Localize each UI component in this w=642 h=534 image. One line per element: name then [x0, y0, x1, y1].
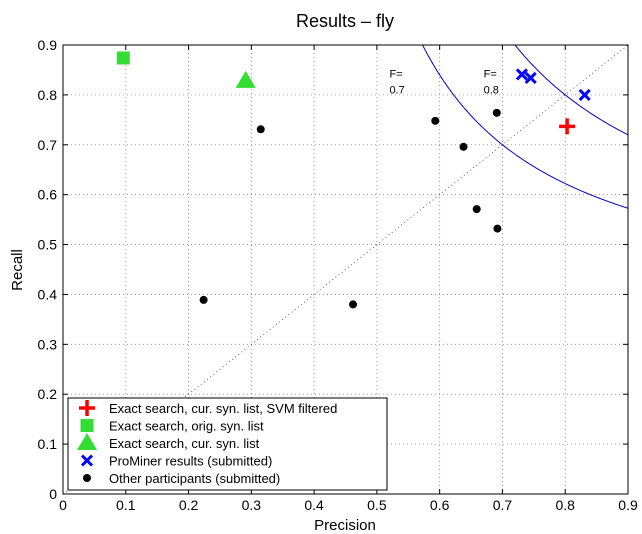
y-axis-label: Recall — [9, 249, 26, 291]
legend-entry-label: Exact search, cur. syn. list — [109, 436, 260, 451]
data-points — [116, 51, 591, 309]
y-tick-label: 0 — [49, 486, 57, 502]
plot-border — [62, 44, 629, 495]
x-tick-label: 0.7 — [493, 497, 513, 513]
legend-marker-x — [80, 454, 94, 467]
legend-marker-plus — [79, 400, 95, 416]
data-point-triangle — [235, 70, 256, 88]
data-point-x — [578, 88, 591, 101]
legend-entry-label: Exact search, orig. syn. list — [109, 419, 264, 434]
x-tick-label: 0.4 — [304, 497, 324, 513]
legend-entry-label: Exact search, cur. syn. list, SVM filter… — [109, 401, 337, 416]
y-tick-label: 0.6 — [38, 187, 58, 203]
data-point-plus — [559, 118, 576, 135]
y-tick-label: 0.1 — [38, 436, 58, 452]
y-tick-label: 0.5 — [38, 237, 58, 253]
x-tick-label: 0.8 — [555, 497, 575, 513]
chart-title: Results – fly — [296, 11, 394, 31]
legend-entry-label: ProMiner results (submitted) — [109, 454, 272, 469]
x-axis-label: Precision — [314, 517, 376, 534]
f-curve-label-value: 0.7 — [389, 84, 404, 96]
data-point-dot — [349, 300, 358, 309]
f-curve — [514, 45, 628, 136]
f-curve-label-value: 0.8 — [484, 84, 499, 96]
legend-box — [67, 397, 388, 491]
data-point-dot — [472, 205, 481, 214]
legend: Exact search, cur. syn. list, SVM filter… — [67, 397, 388, 491]
f-curve — [421, 45, 628, 209]
x-tick-label: 0.2 — [179, 497, 199, 513]
f-measure-curves — [421, 45, 628, 209]
legend-marker-triangle — [77, 433, 97, 450]
f-curve-label-prefix: F= — [484, 68, 497, 80]
x-tick-label: 0.1 — [116, 497, 136, 513]
x-tick-label: 0.6 — [430, 497, 450, 513]
data-point-dot — [431, 116, 440, 125]
data-point-x — [515, 68, 528, 81]
y-tick-label: 0.3 — [38, 336, 58, 352]
legend-marker-dot — [83, 474, 91, 482]
x-tick-label: 0 — [59, 497, 67, 513]
y-tick-label: 0.8 — [38, 87, 58, 103]
data-point-dot — [199, 295, 208, 304]
y-tick-label: 0.4 — [38, 286, 58, 302]
data-point-square — [116, 51, 130, 65]
data-point-dot — [492, 108, 501, 117]
legend-entry-label: Other participants (submitted) — [109, 471, 280, 486]
x-tick-label: 0.9 — [618, 497, 638, 513]
data-point-dot — [256, 125, 265, 134]
x-tick-label: 0.5 — [367, 497, 387, 513]
f-curve-label-prefix: F= — [389, 68, 402, 80]
legend-marker-square — [80, 419, 94, 432]
x-tick-label: 0.3 — [242, 497, 262, 513]
y-tick-label: 0.2 — [38, 386, 58, 402]
grid-lines — [63, 45, 628, 494]
plot-axes — [62, 44, 629, 495]
data-point-x — [524, 71, 537, 84]
y-tick-label: 0.7 — [38, 137, 58, 153]
y-tick-label: 0.9 — [38, 37, 58, 53]
data-point-dot — [459, 142, 468, 151]
axis-ticks: 0 0.1 0.2 0.3 0.4 0.5 0.6 0.7 0.8 0.9 0 0.1 0.2 0.3 0.… — [38, 37, 638, 513]
data-point-dot — [493, 224, 502, 233]
